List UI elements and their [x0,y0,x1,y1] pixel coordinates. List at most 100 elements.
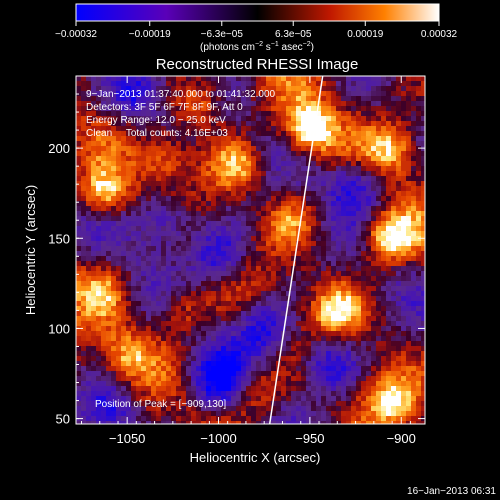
heatmap-cell [191,321,196,326]
heatmap-cell [371,361,376,366]
heatmap-cell [406,371,411,376]
heatmap-cell [226,256,231,261]
heatmap-cell [136,296,141,301]
heatmap-cell [316,216,321,221]
heatmap-cell [381,381,386,386]
heatmap-cell [76,191,81,196]
heatmap-cell [236,156,241,161]
heatmap-cell [416,141,421,146]
heatmap-cell [201,76,206,81]
heatmap-cell [356,131,361,136]
heatmap-cell [246,171,251,176]
heatmap-cell [141,146,146,151]
heatmap-cell [181,216,186,221]
heatmap-cell [286,186,291,191]
heatmap-cell [421,386,425,391]
heatmap-cell [346,351,351,356]
heatmap-cell [276,151,281,156]
heatmap-cell [331,181,336,186]
heatmap-cell [336,211,341,216]
heatmap-cell [161,376,166,381]
heatmap-cell [291,216,296,221]
heatmap-cell [161,236,166,241]
heatmap-cell [346,316,351,321]
heatmap-cell [151,271,156,276]
heatmap-cell [416,161,421,166]
heatmap-cell [151,181,156,186]
heatmap-cell [106,401,111,406]
heatmap-cell [181,241,186,246]
heatmap-cell [411,261,416,266]
heatmap-cell [386,226,391,231]
heatmap-cell [236,226,241,231]
heatmap-cell [266,341,271,346]
heatmap-cell [416,176,421,181]
heatmap-cell [331,96,336,101]
heatmap-cell [146,416,151,421]
heatmap-cell [311,351,316,356]
heatmap-cell [121,126,126,131]
heatmap-cell [386,286,391,291]
heatmap-cell [401,361,406,366]
heatmap-cell [196,221,201,226]
heatmap-cell [316,236,321,241]
heatmap-cell [316,226,321,231]
heatmap-cell [326,166,331,171]
heatmap-cell [161,116,166,121]
heatmap-cell [261,216,266,221]
heatmap-cell [171,236,176,241]
heatmap-cell [376,391,381,396]
heatmap-cell [141,176,146,181]
heatmap-cell [321,181,326,186]
heatmap-cell [91,171,96,176]
heatmap-cell [161,146,166,151]
heatmap-cell [356,201,361,206]
heatmap-cell [116,81,121,86]
heatmap-cell [156,316,161,321]
heatmap-cell [111,316,116,321]
heatmap-cell [136,281,141,286]
heatmap-cell [356,251,361,256]
heatmap-cell [116,341,121,346]
heatmap-cell [181,81,186,86]
heatmap-cell [341,366,346,371]
heatmap-cell [316,156,321,161]
heatmap-cell [346,291,351,296]
heatmap-cell [371,136,376,141]
heatmap-cell [231,356,236,361]
heatmap-cell [156,96,161,101]
heatmap-cell [166,121,171,126]
heatmap-cell [126,211,131,216]
heatmap-cell [106,246,111,251]
heatmap-cell [281,191,286,196]
heatmap-cell [196,111,201,116]
heatmap-cell [201,261,206,266]
heatmap-cell [346,221,351,226]
heatmap-cell [86,151,91,156]
heatmap-cell [81,346,86,351]
heatmap-cell [281,406,286,411]
heatmap-cell [366,416,371,421]
heatmap-cell [196,366,201,371]
heatmap-cell [341,421,346,424]
heatmap-cell [306,341,311,346]
heatmap-cell [206,316,211,321]
heatmap-cell [391,371,396,376]
heatmap-cell [241,306,246,311]
heatmap-cell [96,166,101,171]
heatmap-cell [321,261,326,266]
heatmap-cell [411,331,416,336]
heatmap-cell [386,351,391,356]
heatmap-cell [241,206,246,211]
heatmap-cell [316,116,321,121]
heatmap-cell [401,306,406,311]
heatmap-cell [81,76,86,81]
heatmap-cell [301,381,306,386]
heatmap-cell [391,211,396,216]
heatmap-cell [341,321,346,326]
heatmap-cell [351,206,356,211]
heatmap-cell [361,156,366,161]
heatmap-cell [241,406,246,411]
heatmap-cell [171,416,176,421]
heatmap-cell [201,291,206,296]
